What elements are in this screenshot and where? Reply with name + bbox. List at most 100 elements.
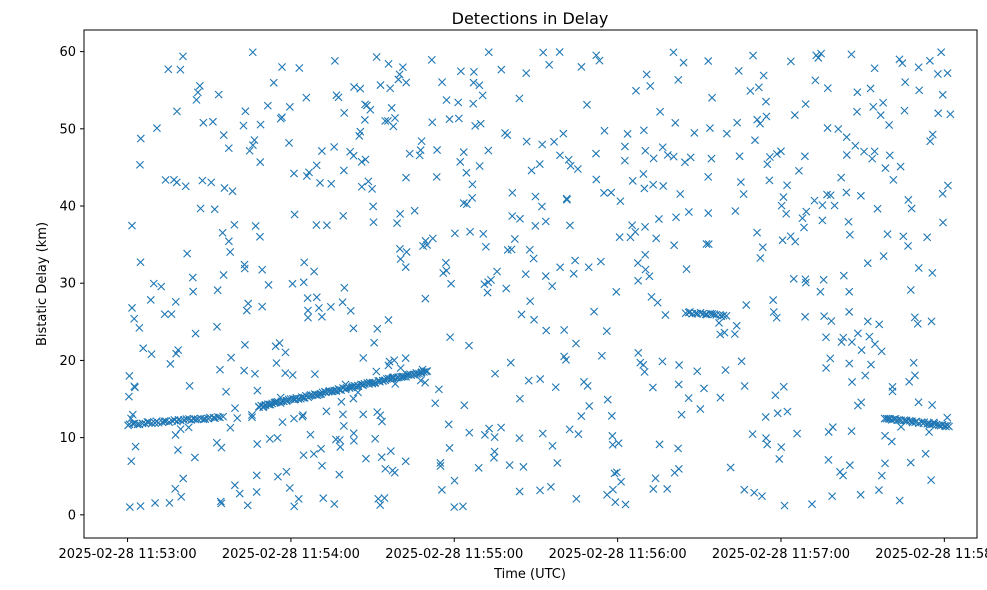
data-point — [317, 147, 326, 156]
data-point — [560, 326, 569, 334]
data-point — [777, 443, 786, 452]
data-point — [303, 294, 312, 303]
data-point — [193, 88, 202, 97]
data-point — [719, 311, 728, 320]
data-point — [708, 93, 717, 102]
data-point — [519, 462, 528, 471]
data-point — [600, 126, 609, 135]
data-point — [753, 228, 762, 237]
data-point — [128, 303, 136, 312]
data-point — [762, 112, 771, 121]
data-point — [269, 78, 278, 87]
data-point — [361, 155, 370, 164]
data-point — [672, 213, 681, 222]
data-point — [173, 445, 182, 454]
data-point — [617, 477, 626, 486]
data-point — [253, 440, 262, 449]
data-point — [385, 357, 394, 366]
data-point — [421, 294, 430, 303]
data-point — [476, 119, 485, 128]
data-point — [299, 451, 308, 460]
data-point — [359, 353, 368, 362]
data-point — [339, 211, 348, 220]
data-point — [368, 378, 377, 387]
data-point — [218, 228, 227, 237]
data-point — [739, 190, 748, 199]
data-point — [656, 107, 665, 116]
data-point — [856, 490, 865, 499]
data-point — [396, 209, 405, 218]
data-point — [471, 121, 480, 130]
data-point — [316, 178, 324, 187]
data-point — [276, 114, 285, 123]
data-point — [607, 188, 616, 197]
data-point — [928, 130, 937, 139]
data-point — [649, 180, 658, 189]
data-point — [628, 221, 637, 230]
data-point — [522, 69, 531, 78]
data-point — [756, 119, 765, 128]
data-point — [906, 286, 915, 294]
data-point — [861, 371, 870, 380]
data-point — [226, 248, 235, 257]
data-point — [526, 297, 535, 306]
data-point — [615, 233, 624, 242]
data-point — [865, 332, 874, 341]
data-point — [384, 316, 393, 325]
data-point — [676, 190, 685, 198]
data-point — [735, 152, 744, 161]
data-point — [682, 265, 691, 274]
data-point — [164, 65, 173, 74]
data-point — [309, 450, 318, 459]
data-point — [304, 313, 312, 322]
data-point — [585, 401, 594, 410]
data-point — [748, 430, 757, 439]
data-point — [215, 365, 224, 374]
data-point — [602, 327, 611, 336]
data-point — [641, 265, 650, 274]
data-point — [220, 184, 229, 193]
data-point — [460, 401, 469, 410]
data-point — [387, 103, 396, 112]
data-point — [754, 83, 763, 92]
data-point — [639, 169, 648, 178]
data-point — [183, 249, 192, 258]
data-point — [842, 133, 851, 142]
data-point — [848, 378, 857, 387]
data-point — [608, 485, 617, 494]
data-point — [359, 410, 368, 419]
data-point — [883, 230, 892, 239]
data-point — [535, 160, 544, 169]
data-point — [707, 154, 716, 163]
data-point — [824, 455, 833, 464]
data-point — [906, 458, 915, 467]
data-point — [422, 367, 431, 376]
data-point — [312, 293, 321, 302]
data-point — [845, 359, 854, 368]
data-point — [943, 181, 952, 190]
data-point — [793, 429, 802, 438]
data-point — [484, 48, 493, 57]
x-tick-label: 2025-02-28 11:53:00 — [59, 547, 197, 562]
data-point — [240, 260, 249, 269]
data-point — [740, 485, 749, 494]
data-point — [176, 65, 185, 74]
data-point — [845, 307, 854, 316]
data-point — [188, 273, 197, 282]
data-point — [484, 146, 493, 155]
data-point — [252, 487, 261, 496]
data-point — [538, 140, 547, 149]
data-point — [361, 454, 370, 463]
data-point — [386, 447, 395, 456]
x-axis: 2025-02-28 11:53:00 2025-02-28 11:54:00 20… — [59, 538, 987, 562]
data-point — [515, 394, 524, 403]
data-point — [762, 434, 771, 443]
plot-area — [83, 29, 978, 539]
data-point — [582, 100, 591, 109]
data-point — [416, 376, 425, 385]
data-point — [339, 421, 348, 430]
data-point — [370, 338, 379, 347]
data-point — [252, 471, 261, 480]
data-point — [555, 48, 564, 57]
data-point — [458, 502, 467, 511]
